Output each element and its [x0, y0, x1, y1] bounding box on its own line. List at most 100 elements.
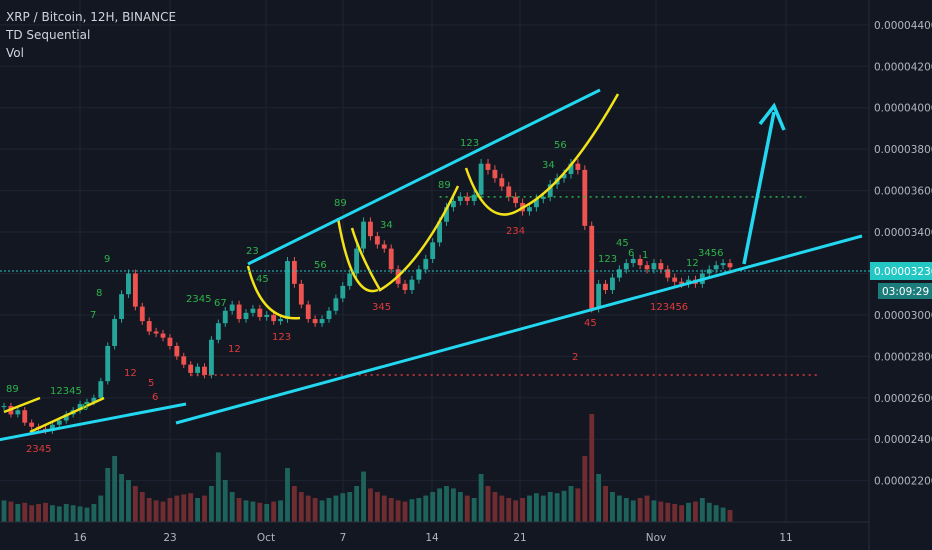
candle-body: [416, 269, 422, 280]
volume-bar: [264, 504, 270, 522]
candle-body: [589, 225, 595, 309]
candle-body: [63, 414, 69, 421]
cyan-support-main: [175, 234, 863, 425]
x-tick-label: 16: [73, 532, 87, 544]
candle-body: [457, 196, 463, 201]
td-count: 12: [228, 344, 241, 355]
td-count: 3456: [698, 248, 723, 259]
candle-body: [637, 258, 643, 266]
candle-body: [1, 406, 7, 408]
candle-body: [250, 308, 256, 313]
volume-bar: [333, 495, 339, 522]
candle-body: [347, 273, 353, 286]
x-tick-label: 23: [163, 532, 176, 544]
volume-bar: [229, 492, 235, 522]
candle-body: [91, 397, 97, 402]
y-tick-label: 0.00003400: [874, 227, 932, 239]
chart-legend: XRP / Bitcoin, 12H, BINANCE TD Sequentia…: [6, 8, 176, 62]
candle-body: [513, 196, 519, 204]
y-tick-label: 0.00003600: [874, 186, 932, 198]
candle-body: [278, 319, 283, 322]
y-tick-label: 0.00002200: [874, 476, 932, 488]
volume-bar: [686, 502, 691, 522]
candle-body: [547, 184, 553, 197]
volume-bar: [540, 495, 546, 522]
price-candles: [1, 159, 733, 434]
volume-bar: [347, 492, 353, 522]
candle-body: [610, 277, 615, 291]
volume-bar: [430, 492, 436, 522]
volume-bar: [305, 495, 311, 522]
cyan-trend-lines: [0, 88, 863, 442]
candle-body: [319, 319, 325, 324]
volume-bar: [112, 456, 118, 522]
candle-body: [195, 366, 201, 373]
candle-body: [119, 294, 124, 320]
volume-bar: [167, 498, 173, 522]
volume-bar: [243, 500, 249, 522]
volume-bar: [513, 500, 519, 522]
yellow-arc-3: [350, 185, 460, 292]
volume-bar: [492, 492, 498, 522]
volume-bar: [250, 501, 256, 522]
candle-body: [561, 174, 567, 179]
volume-bar: [1, 500, 7, 522]
candle-body: [312, 319, 318, 324]
volume-bar: [395, 500, 401, 522]
candle-body: [132, 273, 138, 307]
cyan-support-lower: [0, 402, 187, 442]
volume-bar: [326, 498, 332, 522]
candle-body: [188, 364, 194, 373]
x-tick-label: 7: [340, 532, 347, 544]
candle-body: [285, 261, 290, 320]
price-tag-value: 0.00003236: [874, 266, 932, 278]
volume-bar: [651, 500, 657, 522]
volume-bar: [457, 492, 463, 522]
indicator-volume[interactable]: Vol: [6, 46, 24, 60]
candle-body: [651, 263, 657, 270]
candle-body: [174, 345, 180, 357]
candle-body: [298, 283, 304, 305]
td-count: 12: [124, 368, 137, 379]
volume-bar: [319, 500, 325, 522]
volume-bar: [43, 502, 48, 522]
countdown-background: [878, 283, 932, 299]
volume-bar: [603, 486, 608, 522]
td-count: 123: [460, 138, 479, 149]
indicator-td-sequential[interactable]: TD Sequential: [6, 28, 91, 42]
volume-bar: [278, 500, 283, 522]
candle-body: [236, 304, 242, 320]
volume-bar: [126, 480, 131, 522]
volume-bar: [575, 488, 581, 522]
volume-bar: [616, 495, 622, 522]
volume-bar: [15, 504, 21, 522]
candle-body: [444, 207, 449, 222]
volume-bar: [679, 505, 685, 522]
volume-bar: [520, 498, 525, 522]
volume-bar: [202, 495, 207, 522]
candle-body: [658, 263, 664, 270]
volume-bar: [658, 501, 664, 522]
volume-bar: [444, 486, 449, 522]
volume-bar: [630, 500, 636, 522]
volume-bar: [222, 480, 228, 522]
volume-bar: [22, 502, 28, 522]
yellow-arc-1: [246, 265, 301, 320]
td-count: 7: [90, 310, 96, 321]
volume-bar: [416, 498, 422, 522]
td-count: 34: [380, 220, 393, 231]
candle-body: [727, 263, 733, 268]
candle-body: [181, 356, 187, 365]
volume-bar: [437, 488, 443, 522]
volume-bar: [713, 505, 719, 522]
volume-bar: [91, 504, 97, 522]
yellow-arc-2: [336, 217, 379, 293]
volume-bar: [49, 505, 55, 522]
candle-body: [49, 424, 55, 431]
grid-lines: [0, 0, 869, 522]
candle-body: [374, 236, 380, 245]
symbol-title[interactable]: XRP / Bitcoin, 12H, BINANCE: [6, 10, 177, 24]
candle-body: [160, 333, 166, 338]
candle-body: [29, 422, 35, 427]
